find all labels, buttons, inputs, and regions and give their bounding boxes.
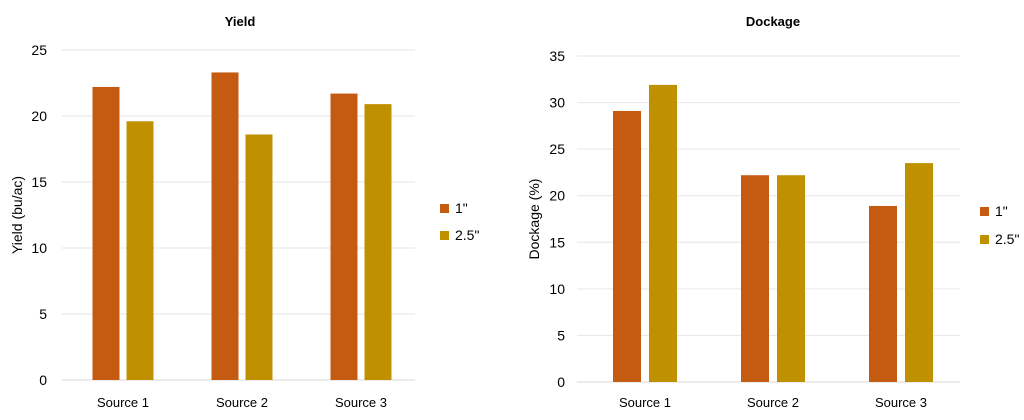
y-tick-label: 10 (549, 281, 565, 297)
legend-label: 1" (995, 203, 1008, 219)
bar-series-2 (777, 175, 805, 382)
bar-series-1 (211, 72, 239, 380)
y-tick-label: 35 (549, 48, 565, 64)
bar-series-1 (330, 93, 358, 380)
y-tick-label: 0 (557, 374, 565, 390)
y-tick-label: 30 (549, 95, 565, 111)
legend-label: 1" (455, 200, 468, 216)
x-tick-label: Source 1 (619, 395, 671, 410)
bar-series-2 (364, 104, 392, 381)
y-axis-label: Dockage (%) (526, 179, 542, 260)
legend-label: 2.5" (455, 227, 479, 243)
y-tick-label: 10 (31, 240, 47, 256)
y-axis-label: Yield (bu/ac) (9, 176, 25, 254)
y-tick-label: 0 (39, 372, 47, 388)
bar-series-2 (905, 163, 933, 382)
bar-series-1 (741, 175, 769, 382)
y-tick-label: 20 (549, 188, 565, 204)
y-tick-label: 20 (31, 108, 47, 124)
x-tick-label: Source 2 (216, 395, 268, 410)
bar-series-1 (869, 205, 897, 382)
legend-swatch (440, 231, 449, 240)
bar-series-2 (126, 121, 154, 380)
y-tick-label: 5 (39, 306, 47, 322)
chart-title: Dockage (746, 14, 800, 29)
legend-label: 2.5" (995, 231, 1019, 247)
bar-series-2 (245, 134, 273, 380)
x-tick-label: Source 2 (747, 395, 799, 410)
chart-title: Yield (225, 14, 256, 29)
bar-series-1 (613, 110, 641, 382)
x-tick-label: Source 1 (97, 395, 149, 410)
y-tick-label: 15 (549, 234, 565, 250)
y-tick-label: 25 (31, 42, 47, 58)
x-tick-label: Source 3 (335, 395, 387, 410)
legend-swatch (980, 207, 989, 216)
legend-swatch (440, 204, 449, 213)
y-tick-label: 25 (549, 141, 565, 157)
bar-series-2 (649, 84, 677, 383)
bar-series-1 (92, 86, 120, 381)
legend-swatch (980, 235, 989, 244)
y-tick-label: 15 (31, 174, 47, 190)
y-tick-label: 5 (557, 327, 565, 343)
x-tick-label: Source 3 (875, 395, 927, 410)
